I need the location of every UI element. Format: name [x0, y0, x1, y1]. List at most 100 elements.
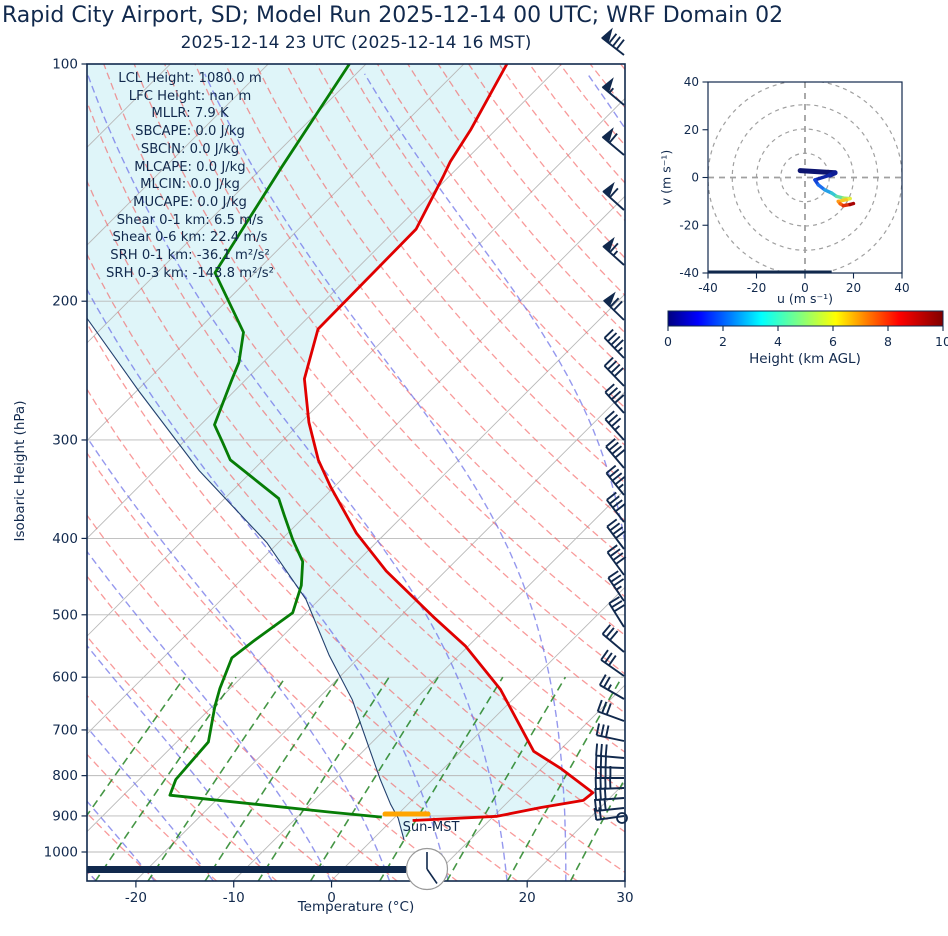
- barb-staff: [608, 596, 625, 628]
- wind-barb: [603, 356, 625, 387]
- barb-staff: [603, 297, 625, 321]
- stat-mlcin: MLCIN: 0.0 J/kg: [140, 177, 240, 193]
- barb-staff: [605, 464, 626, 496]
- hodograph-trace-segment: [797, 168, 838, 176]
- wind-barb: [601, 77, 625, 106]
- isotherm-line: [330, 586, 625, 881]
- isotherm-line: [87, 64, 465, 442]
- hodo-v-tick-label: 20: [684, 123, 699, 137]
- wind-barb: [594, 787, 625, 801]
- wind-barb: [596, 699, 625, 722]
- dry-adiabat-line: [407, 64, 625, 334]
- moist-adiabat-line: [87, 644, 273, 881]
- barb-staff: [601, 86, 625, 106]
- y-tick-label: 100: [52, 57, 78, 73]
- cin-shaded-region: [87, 64, 593, 840]
- wind-barb: [602, 181, 625, 211]
- stat-srh-0-3: SRH 0-3 km: -143.8 m²/s²: [106, 265, 274, 281]
- hodograph-trace-segment: [813, 173, 832, 182]
- hodo-u-tick-label: 40: [894, 281, 909, 295]
- isotherm-line: [526, 782, 625, 881]
- wind-barb: [607, 570, 625, 602]
- y-tick-label: 800: [52, 768, 78, 784]
- isotherm-line: [135, 391, 625, 881]
- wind-barb: [595, 743, 625, 759]
- colorbar-tick-label: 6: [829, 334, 837, 349]
- dry-adiabat-line: [589, 64, 625, 109]
- sun-mst-label: Sun-MST: [402, 820, 460, 835]
- stat-srh-0-1: SRH 0-1 km: -36.1 m²/s²: [110, 248, 270, 264]
- wind-barb: [608, 596, 625, 628]
- isotherm-line: [87, 64, 269, 246]
- stat-mucape: MUCAPE: 0.0 J/kg: [133, 194, 247, 210]
- valid-time-subtitle: 2025-12-14 23 UTC (2025-12-14 16 MST): [180, 33, 532, 53]
- stat-lfc: LFC Height: nan m: [128, 88, 252, 104]
- hodograph-spines: [707, 81, 903, 274]
- moist-adiabat-line: [87, 436, 391, 881]
- hodo-u-tick-label: 0: [801, 281, 809, 295]
- hodo-u-tick-label: -40: [698, 281, 718, 295]
- wind-barb: [593, 797, 625, 812]
- barb-staff: [604, 383, 625, 414]
- hodograph-trace-segment: [848, 201, 856, 207]
- x-tick-label: -20: [125, 890, 147, 906]
- wind-barb: [604, 383, 625, 414]
- barb-staff: [602, 242, 625, 266]
- hodo-u-tick-label: 20: [846, 281, 861, 295]
- wetbulb-parcel-line: [87, 317, 405, 840]
- wind-barb: [601, 624, 625, 653]
- wind-barb: [593, 807, 625, 821]
- dry-adiabat-line: [87, 635, 338, 881]
- wind-barb: [605, 464, 626, 496]
- barb-staff: [606, 518, 626, 550]
- isotherm-line: [232, 488, 625, 881]
- stat-shear-0-1: Shear 0-1 km: 6.5 m/s: [116, 212, 264, 228]
- moist-adiabat-line: [87, 288, 450, 881]
- dry-adiabat-line: [316, 64, 625, 447]
- dry-adiabat-line: [164, 64, 625, 637]
- x-tick-label: 30: [616, 890, 633, 906]
- moist-adiabat-line: [87, 73, 508, 881]
- barb-staff: [606, 544, 627, 576]
- dry-adiabat-line: [498, 64, 625, 222]
- stat-sbcin: SBCIN: 0.0 J/kg: [140, 141, 240, 157]
- isotherm-line: [87, 195, 625, 735]
- mixing-ratio-line: [94, 676, 237, 881]
- barb-staff: [594, 776, 625, 790]
- hodograph-ring: [755, 128, 855, 227]
- moist-adiabat-line: [204, 73, 567, 881]
- hodo-v-tick-label: 0: [691, 171, 699, 185]
- hodograph-v-axis-label: v (m s⁻¹): [658, 149, 674, 206]
- colorbar-tick-label: 10: [935, 334, 948, 349]
- x-tick-label: 0: [327, 890, 336, 906]
- barb-staff: [607, 570, 625, 602]
- isotherm-line: [87, 64, 562, 539]
- hodo-v-tick-label: -40: [679, 266, 699, 280]
- mixing-ratio-line: [445, 676, 567, 881]
- isotherm-line: [428, 684, 625, 881]
- wind-barb: [606, 518, 626, 550]
- barb-staff: [601, 33, 625, 56]
- wind-barb: [603, 328, 625, 359]
- y-tick-label: 400: [52, 531, 78, 547]
- stat-sbcape: SBCAPE: 0.0 J/kg: [135, 124, 245, 140]
- barb-staff: [605, 438, 626, 469]
- skewt-plot-area: [87, 64, 948, 881]
- clock-hands: [426, 852, 438, 884]
- hodo-v-tick-label: 40: [684, 75, 699, 89]
- barb-staff: [603, 356, 625, 387]
- colorbar-tick-label: 4: [774, 334, 782, 349]
- mixing-ratio-line: [87, 676, 186, 817]
- wind-barb: [601, 127, 625, 156]
- barb-staff: [594, 787, 625, 801]
- mixing-ratio-line: [378, 676, 504, 881]
- isotherm-line: [722, 64, 948, 881]
- hodograph-plot-area: [708, 82, 902, 273]
- hodograph-u-axis-label: u (m s⁻¹): [777, 291, 833, 306]
- barb-staff: [596, 699, 625, 722]
- stat-mllr: MLLR: 7.9 K: [151, 106, 229, 122]
- barb-staff: [593, 807, 625, 821]
- barb-staff: [600, 649, 625, 677]
- y-tick-label: 200: [52, 294, 78, 310]
